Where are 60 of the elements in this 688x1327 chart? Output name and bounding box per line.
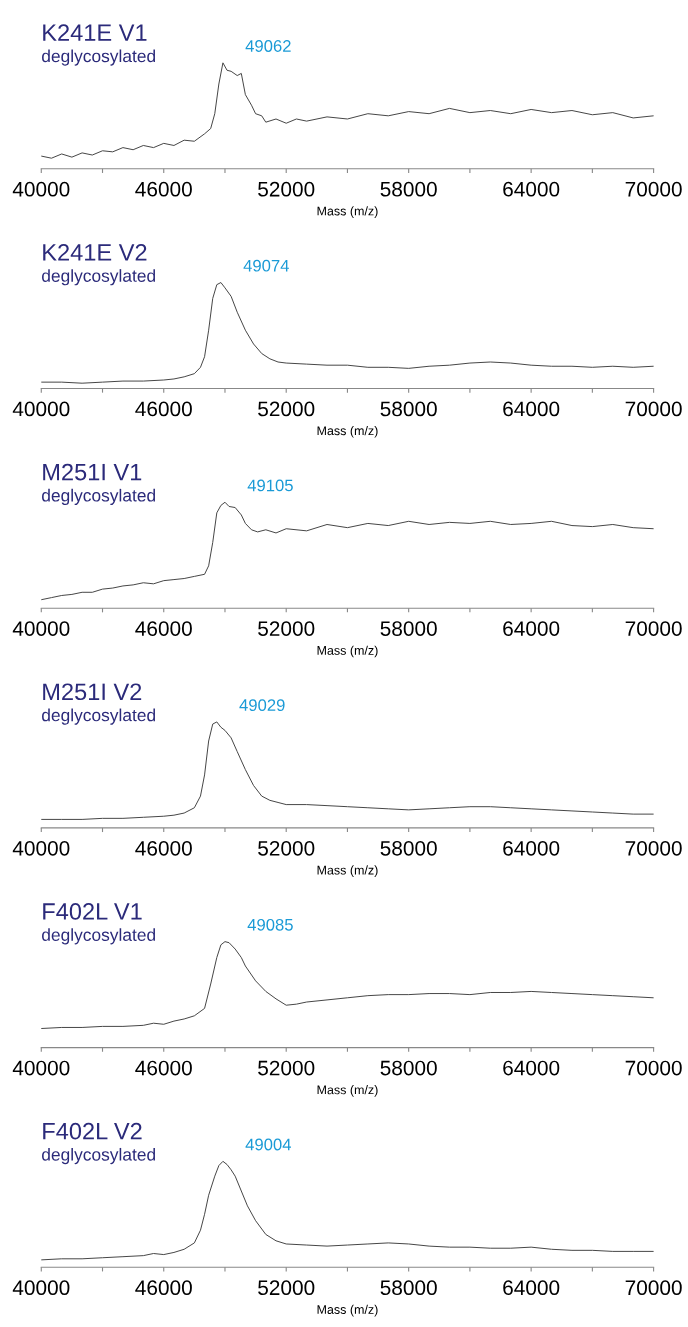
x-tick-label: 58000 xyxy=(380,181,437,197)
x-tick-label: 40000 xyxy=(12,181,70,197)
text: 49004 xyxy=(245,1138,292,1151)
chart-subtitle: deglycosylated xyxy=(42,1147,156,1165)
text: 49085 xyxy=(247,918,293,931)
text: 49105 xyxy=(247,479,293,492)
x-tick-label: 46000 xyxy=(135,181,192,197)
x-tick-label: 64000 xyxy=(503,401,560,417)
x-tick-label: 52000 xyxy=(258,1060,315,1076)
x-tick-label: 46000 xyxy=(135,1280,192,1296)
x-axis-title: Mass (m/z) xyxy=(317,425,378,438)
x-axis-title: Mass (m/z) xyxy=(317,645,378,658)
x-tick-label: 64000 xyxy=(503,621,560,636)
x-tick-label: 52000 xyxy=(258,621,315,636)
chart-title: F402L V1 xyxy=(43,903,142,920)
chart-title: K241E V2 xyxy=(43,244,147,261)
x-tick-label: 46000 xyxy=(135,840,192,856)
x-tick-label: 40000 xyxy=(12,621,70,636)
chart-subtitle: deglycosylated xyxy=(42,488,156,506)
chart-subtitle: deglycosylated xyxy=(42,269,156,286)
x-tick-label: 70000 xyxy=(625,401,682,417)
x-tick-label: 46000 xyxy=(135,1060,192,1076)
x-tick-label: 52000 xyxy=(258,1280,315,1296)
x-axis-title: Mass (m/z) xyxy=(317,206,378,218)
x-axis-title: Mass (m/z) xyxy=(317,1304,378,1317)
chart-title: M251I V1 xyxy=(43,463,142,481)
chart-subtitle: deglycosylated xyxy=(42,928,156,945)
chart-subtitle: deglycosylated xyxy=(42,49,156,66)
text: 49029 xyxy=(239,699,285,711)
chart-title: K241E V1 xyxy=(43,24,147,41)
x-axis-title: Mass (m/z) xyxy=(317,865,378,878)
text: 49074 xyxy=(243,259,289,272)
x-tick-label: 46000 xyxy=(135,401,192,417)
x-tick-label: 64000 xyxy=(503,181,560,197)
x-tick-label: 58000 xyxy=(380,1060,437,1076)
x-tick-label: 52000 xyxy=(258,401,315,417)
x-tick-label: 40000 xyxy=(12,840,70,856)
x-tick-label: 52000 xyxy=(258,840,315,856)
x-tick-label: 40000 xyxy=(12,1280,70,1296)
x-tick-label: 64000 xyxy=(503,1280,560,1296)
x-tick-label: 70000 xyxy=(625,621,682,636)
x-tick-label: 70000 xyxy=(625,1060,682,1076)
x-tick-label: 70000 xyxy=(625,840,682,856)
x-tick-label: 58000 xyxy=(380,1280,437,1296)
x-tick-label: 64000 xyxy=(503,1060,560,1076)
x-tick-label: 70000 xyxy=(625,181,682,197)
x-tick-label: 70000 xyxy=(625,1280,682,1296)
text: 49062 xyxy=(245,40,291,52)
x-tick-label: 46000 xyxy=(135,621,192,636)
x-tick-label: 64000 xyxy=(503,840,560,856)
chart-subtitle: deglycosylated xyxy=(42,708,156,725)
chart-title: F402L V2 xyxy=(43,1122,142,1140)
chart-title: M251I V2 xyxy=(43,683,142,701)
x-tick-label: 58000 xyxy=(380,621,437,636)
x-tick-label: 40000 xyxy=(12,1060,70,1076)
x-tick-label: 52000 xyxy=(258,181,315,197)
x-axis-title: Mass (m/z) xyxy=(317,1085,378,1097)
x-tick-label: 40000 xyxy=(12,401,70,417)
x-tick-label: 58000 xyxy=(380,401,437,417)
x-tick-label: 58000 xyxy=(380,840,437,856)
